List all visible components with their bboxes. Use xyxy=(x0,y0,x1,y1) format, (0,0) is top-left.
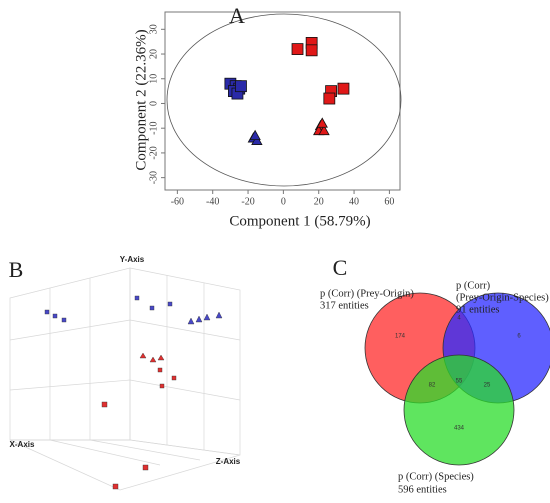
point xyxy=(323,92,336,105)
region-count: 6 xyxy=(517,334,521,340)
grid xyxy=(129,319,241,341)
y-tick-label: -20 xyxy=(148,146,159,159)
point xyxy=(171,375,177,381)
panel-b xyxy=(9,267,241,491)
point xyxy=(112,483,119,490)
region-count: 25 xyxy=(484,383,491,389)
point xyxy=(215,311,223,319)
point xyxy=(337,82,350,95)
panel-b-points xyxy=(44,295,223,490)
set-label: p (Corr) (Species) xyxy=(398,471,474,482)
x-tick-label: 0 xyxy=(281,196,286,207)
y-axis-label: Component 2 (22.36%) xyxy=(133,29,149,170)
x-axis-label: Component 1 (58.79%) xyxy=(229,213,370,229)
x-tick-label: -20 xyxy=(241,196,254,207)
point xyxy=(235,80,247,93)
y-tick-label: -30 xyxy=(148,171,159,184)
grid xyxy=(49,439,161,466)
panel-label: A xyxy=(229,3,245,28)
point xyxy=(142,464,149,471)
point xyxy=(249,129,261,141)
y-tick-label: -10 xyxy=(148,122,159,135)
confidence-ellipse xyxy=(166,13,402,187)
set-label: p (Corr) (Prey-Origin) xyxy=(320,288,414,299)
side-wall xyxy=(129,267,241,456)
x-tick-label: 40 xyxy=(349,196,359,207)
venn-set xyxy=(403,354,515,466)
y-tick-label: 20 xyxy=(148,49,159,59)
back-wall xyxy=(9,267,131,441)
grid xyxy=(9,379,131,391)
x-tick-label: -60 xyxy=(171,196,184,207)
point xyxy=(251,134,263,145)
point xyxy=(139,352,147,359)
set-count: 596 entities xyxy=(398,484,447,495)
axis-label: Y-Axis xyxy=(120,255,145,264)
set-count: 91 entities xyxy=(456,304,499,315)
grid xyxy=(9,319,131,341)
point xyxy=(157,367,163,373)
region-count: 4 xyxy=(457,316,461,322)
grid xyxy=(129,379,241,401)
x-tick-label: -40 xyxy=(206,196,219,207)
point xyxy=(149,356,157,363)
point xyxy=(52,313,58,319)
point xyxy=(157,354,165,361)
set-count: 317 entities xyxy=(320,300,369,311)
point xyxy=(318,124,330,136)
y-tick-label: 0 xyxy=(148,101,159,106)
panel-label: B xyxy=(9,257,24,282)
point xyxy=(305,44,318,57)
point xyxy=(101,401,108,408)
point xyxy=(134,295,140,301)
point xyxy=(195,315,203,323)
point xyxy=(159,383,165,389)
grid xyxy=(89,439,201,461)
floor xyxy=(9,439,241,491)
point xyxy=(316,117,328,128)
panel-label: C xyxy=(333,255,348,280)
region-count: 55 xyxy=(456,379,463,385)
x-tick-label: 60 xyxy=(384,196,394,207)
point xyxy=(187,317,195,325)
y-tick-label: 30 xyxy=(148,24,159,34)
axis-label: Z-Axis xyxy=(216,457,241,466)
y-tick-label: 10 xyxy=(148,74,159,84)
set-label: p (Corr) xyxy=(456,280,491,291)
region-count: 174 xyxy=(395,334,406,340)
point xyxy=(203,313,211,321)
set-label: (Prey-Origin-Species) xyxy=(456,292,549,303)
region-count: 434 xyxy=(454,426,465,432)
point xyxy=(44,309,50,315)
x-tick-label: 20 xyxy=(314,196,324,207)
point xyxy=(149,305,155,311)
axis-label: X-Axis xyxy=(10,440,35,449)
plot-frame xyxy=(164,11,401,191)
point xyxy=(61,317,67,323)
point xyxy=(291,43,304,55)
point xyxy=(167,301,173,307)
region-count: 82 xyxy=(429,383,436,389)
